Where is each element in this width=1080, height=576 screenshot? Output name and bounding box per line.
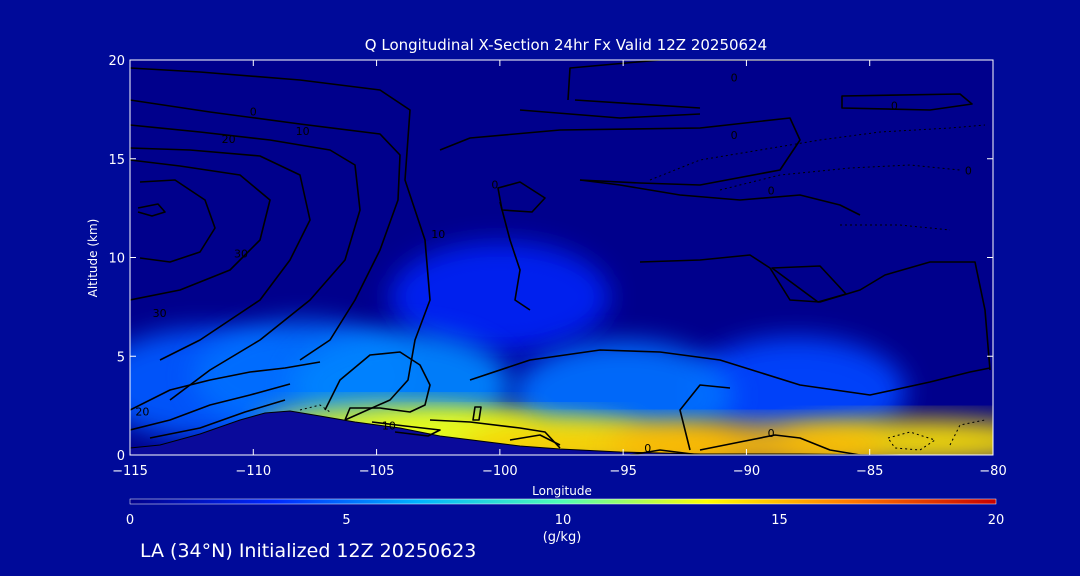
contour-label: 30 — [153, 307, 167, 320]
contour-label: 0 — [250, 105, 257, 118]
colorbar-ticks: 0 5 10 15 20 — [126, 513, 1004, 528]
humidity-blob — [685, 336, 906, 447]
x-tick-label: −115 — [112, 464, 148, 479]
x-tick-label: −90 — [733, 464, 760, 479]
humidity-field — [130, 242, 993, 455]
x-tick-label: −95 — [609, 464, 636, 479]
y-axis-label: Altitude (km) — [86, 219, 100, 298]
contour-label: 0 — [491, 178, 498, 191]
y-tick-label: 0 — [117, 449, 125, 464]
colorbar-tick-label: 15 — [771, 513, 788, 528]
contour-label: 10 — [431, 228, 445, 241]
contour-label: 0 — [731, 129, 738, 142]
chart-title: Q Longitudinal X-Section 24hr Fx Valid 1… — [365, 36, 767, 54]
contour-label: 0 — [768, 184, 775, 197]
contour-label: 0 — [965, 165, 972, 178]
humidity-blob — [606, 423, 887, 455]
y-axis: 0 5 10 15 20 — [108, 54, 993, 464]
contour-label: 0 — [644, 442, 651, 455]
terrain — [130, 410, 993, 455]
footer-text: LA (34°N) Initialized 12Z 20250623 — [140, 540, 477, 562]
x-tick-label: −110 — [235, 464, 271, 479]
x-tick-label: −80 — [979, 464, 1006, 479]
contour-label: 0 — [731, 72, 738, 85]
colorbar-tick-label: 10 — [555, 513, 572, 528]
colorbar — [129, 498, 997, 505]
dotted-contours — [299, 124, 986, 451]
contour-label: 20 — [222, 133, 236, 146]
contour-label: 30 — [234, 248, 248, 261]
contour-label: 0 — [768, 427, 775, 440]
contour-label: 20 — [135, 406, 149, 419]
contour-label: 0 — [891, 99, 898, 112]
x-axis-label: Longitude — [532, 484, 592, 498]
x-tick-label: −85 — [856, 464, 883, 479]
y-tick-label: 5 — [117, 350, 125, 365]
humidity-blob — [389, 242, 610, 352]
y-tick-label: 10 — [108, 252, 125, 267]
x-tick-label: −105 — [359, 464, 395, 479]
x-tick-label: −100 — [482, 464, 518, 479]
y-tick-label: 20 — [108, 54, 125, 69]
x-axis: −115 −110 −105 −100 −95 −90 −85 −80 — [112, 60, 1007, 479]
contour-labels: 0 0 0 0 0 0 10 20 30 30 10 0 10 0 0 20 — [135, 72, 972, 455]
colorbar-unit-label: (g/kg) — [543, 530, 582, 545]
colorbar-tick-label: 0 — [126, 513, 134, 528]
contour-lines — [130, 60, 991, 455]
colorbar-tick-label: 20 — [988, 513, 1005, 528]
contour-label: 10 — [382, 419, 396, 432]
colorbar-tick-label: 5 — [342, 513, 350, 528]
y-tick-label: 15 — [108, 153, 125, 168]
contour-label: 10 — [296, 125, 310, 138]
